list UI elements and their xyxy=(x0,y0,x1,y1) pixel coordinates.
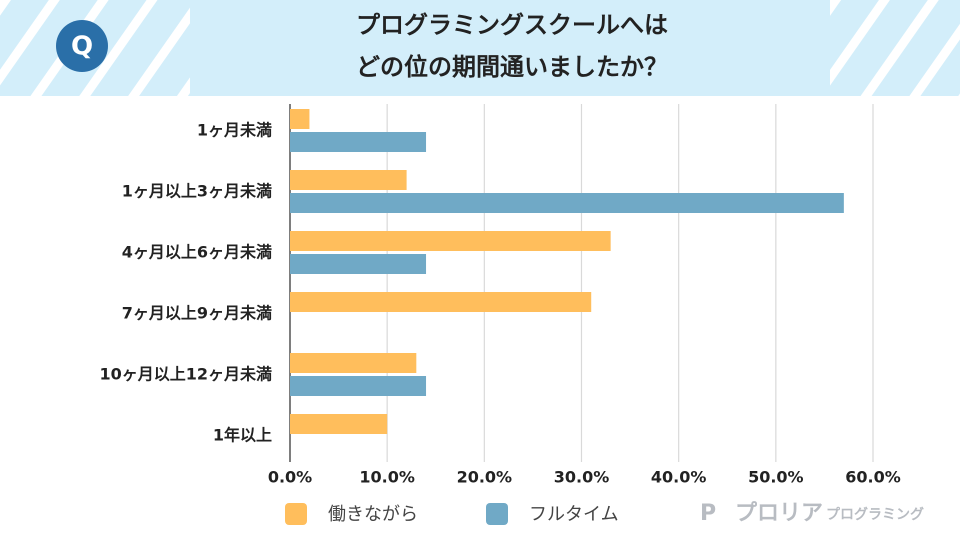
chart-title: プログラミングスクールへは xyxy=(356,11,668,39)
y-tick-label: 1ヶ月未満 xyxy=(197,121,272,140)
chart-title: どの位の期間通いましたか？ xyxy=(356,53,668,81)
brand-sub: プログラミング xyxy=(826,506,924,523)
x-tick-label: 30.0% xyxy=(554,468,610,487)
brand-logo: P xyxy=(700,501,716,526)
bar xyxy=(290,376,427,396)
bar xyxy=(290,254,427,274)
y-tick-label: 10ヶ月以上12ヶ月未満 xyxy=(99,365,272,384)
bar xyxy=(290,353,417,373)
bar xyxy=(290,132,427,152)
x-tick-label: 20.0% xyxy=(457,468,513,487)
legend-swatch xyxy=(285,503,307,525)
badge-circle xyxy=(56,20,108,72)
y-tick-label: 4ヶ月以上6ヶ月未満 xyxy=(122,243,272,262)
badge-text: Q xyxy=(71,32,93,62)
bar xyxy=(290,109,310,129)
bar xyxy=(290,231,611,251)
brand-name: プロリア xyxy=(735,501,823,526)
y-tick-label: 7ヶ月以上9ヶ月未満 xyxy=(122,304,272,323)
bar xyxy=(290,414,388,434)
header-center xyxy=(190,0,830,96)
bar xyxy=(290,292,592,312)
legend-swatch xyxy=(486,503,508,525)
x-tick-label: 50.0% xyxy=(748,468,804,487)
y-tick-label: 1ヶ月以上3ヶ月未満 xyxy=(122,182,272,201)
x-tick-label: 60.0% xyxy=(845,468,901,487)
bar xyxy=(290,193,844,213)
y-tick-label: 1年以上 xyxy=(213,426,272,445)
bar xyxy=(290,170,407,190)
legend-label: 働きながら xyxy=(328,504,418,525)
x-tick-label: 10.0% xyxy=(359,468,415,487)
legend-label: フルタイム xyxy=(529,504,619,525)
x-tick-label: 0.0% xyxy=(268,468,312,487)
x-tick-label: 40.0% xyxy=(651,468,707,487)
